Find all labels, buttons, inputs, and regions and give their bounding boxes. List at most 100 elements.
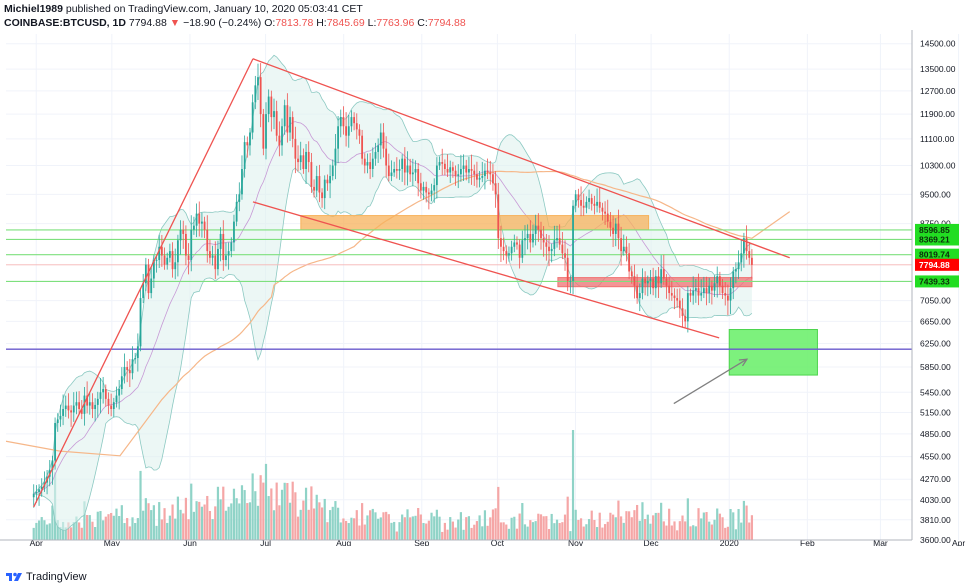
candle-body — [427, 192, 430, 195]
volume-bar — [256, 505, 260, 540]
candle-body — [152, 260, 155, 279]
candle-body — [254, 85, 257, 103]
volume-bar — [668, 508, 671, 540]
volume-bar — [689, 526, 692, 540]
volume-bar — [45, 524, 49, 540]
candle-body — [88, 402, 91, 406]
volume-bar — [200, 506, 204, 540]
candle-body — [582, 205, 585, 208]
candle-body — [649, 278, 652, 281]
volume-bar — [686, 498, 689, 540]
candle-body — [56, 419, 59, 423]
candle-body — [443, 163, 446, 170]
candle-body — [273, 111, 275, 118]
candle-body — [331, 165, 334, 177]
candle-body — [673, 295, 676, 299]
candle-body — [697, 288, 700, 296]
x-tick-label: Jul — [260, 538, 271, 546]
candle-body — [142, 283, 145, 299]
volume-bar — [486, 525, 489, 540]
volume-bar — [628, 511, 631, 540]
candle-body — [708, 285, 711, 294]
volume-bar — [641, 502, 644, 540]
volume-bar — [150, 510, 153, 540]
candle-body — [35, 491, 38, 494]
volume-bar — [235, 498, 238, 540]
y-tick-label: 6250.00 — [920, 338, 951, 348]
volume-bar — [742, 500, 746, 540]
volume-bar — [96, 511, 99, 540]
horizontal-levels — [6, 229, 912, 350]
volume-bar — [163, 508, 166, 540]
volume-bar — [673, 521, 676, 540]
volume-bar — [457, 519, 460, 540]
candle-body — [641, 278, 644, 294]
candle-body — [398, 169, 401, 171]
volume-bar — [192, 511, 196, 540]
volume-bar — [494, 508, 497, 540]
volume-bar — [652, 515, 655, 540]
y-tick-label: 13500.00 — [920, 64, 956, 74]
candle-body — [484, 170, 486, 177]
candle-body — [91, 402, 94, 410]
volume-bar — [142, 510, 145, 540]
volume-bar — [283, 482, 286, 540]
candle-body — [724, 293, 727, 296]
y-tick-label: 5850.00 — [920, 362, 951, 372]
volume-bar — [206, 495, 209, 540]
candle-body — [163, 255, 166, 265]
candle-body — [716, 276, 719, 284]
candle-body — [425, 186, 428, 193]
volume-bar — [587, 519, 591, 540]
volume-bar — [232, 488, 236, 540]
volume-bar — [489, 517, 492, 540]
candle-body — [326, 179, 329, 184]
candle-body — [694, 288, 697, 291]
candle-body — [446, 169, 449, 173]
candle-body — [508, 253, 510, 256]
y-tick-label: 6650.00 — [920, 316, 951, 326]
price-chart[interactable]: 14500.00 13500.00 12700.00 11900.00 11100.00… — [0, 30, 966, 546]
candle-body — [606, 213, 609, 222]
volume-bar — [211, 519, 214, 540]
volume-bar — [657, 512, 660, 540]
volume-bar — [152, 505, 155, 540]
candle-body — [729, 288, 732, 301]
candle-body — [270, 96, 273, 118]
volume-bar — [310, 486, 313, 540]
volume-bar — [716, 508, 719, 540]
candle-body — [721, 285, 724, 294]
volume-bar — [625, 511, 628, 540]
candle-body — [176, 240, 179, 263]
x-tick-label: 2020 — [720, 538, 739, 546]
y-tick-label: 9500.00 — [920, 189, 951, 199]
volume-bar — [467, 516, 471, 540]
volume-bar — [726, 526, 729, 540]
author-name[interactable]: Michiel1989 — [4, 3, 63, 15]
candle-body — [460, 169, 462, 175]
volume-bar — [286, 483, 289, 540]
volume-bar — [179, 509, 182, 540]
volume-bar — [390, 522, 393, 540]
candle-body — [369, 162, 372, 170]
volume-bar — [579, 518, 583, 540]
candle-body — [297, 158, 299, 163]
tradingview-brand[interactable]: TradingView — [26, 571, 87, 583]
volume-bar — [187, 519, 190, 540]
volume-bar — [246, 503, 249, 540]
volume-bar — [598, 512, 601, 540]
candle-body — [548, 246, 550, 252]
volume-bar — [577, 519, 580, 540]
candle-body — [441, 162, 444, 164]
volume-bar — [630, 517, 633, 540]
candle-body — [644, 278, 647, 284]
level-price-tag — [915, 275, 959, 288]
candle-body — [313, 186, 315, 191]
volume-bar — [427, 520, 430, 540]
symbol-line: COINBASE:BTCUSD, 1D 7794.88 ▼ −18.90 (−0… — [4, 16, 962, 30]
symbol-name[interactable]: COINBASE:BTCUSD, 1D — [4, 17, 126, 29]
tradingview-logo-icon[interactable] — [6, 571, 22, 583]
volume-bar — [660, 502, 663, 540]
candle-body — [451, 167, 454, 171]
candle-body — [668, 285, 671, 294]
